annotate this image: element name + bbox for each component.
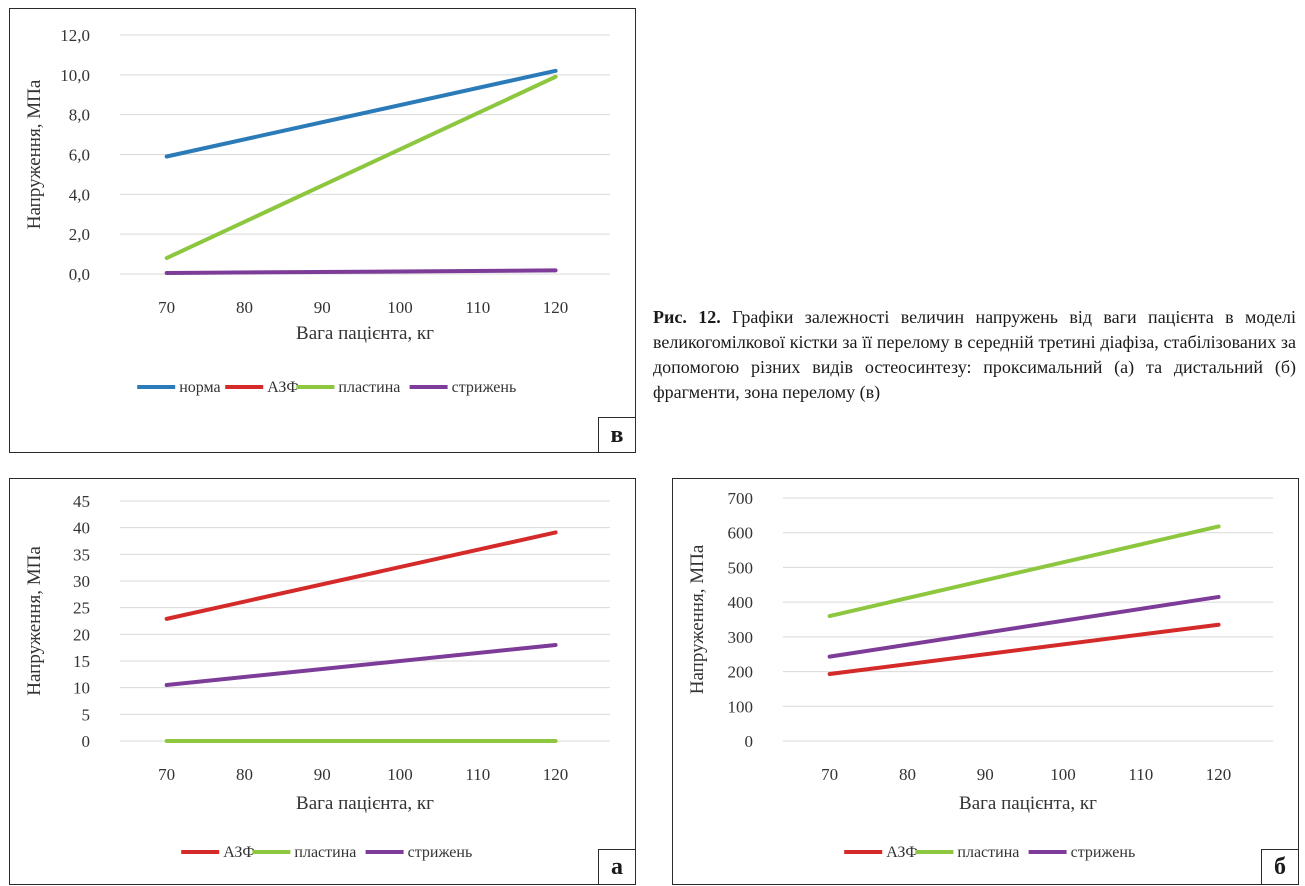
series-line-АЗФ <box>164 530 558 621</box>
y-tick-label: 0 <box>82 732 91 751</box>
y-tick-label: 0 <box>745 732 754 751</box>
y-tick-label: 8,0 <box>69 106 90 125</box>
x-tick-label: 110 <box>1128 765 1153 784</box>
x-tick-label: 120 <box>543 765 569 784</box>
x-tick-label: 90 <box>314 298 331 317</box>
y-tick-label: 4,0 <box>69 185 90 204</box>
y-tick-label: 100 <box>728 697 754 716</box>
chart-panel-a: 0 5 10 15 20 25 30 35 40 45 70 80 90 100 110 120 Вага па… <box>9 478 636 885</box>
x-tick-label: 80 <box>236 765 253 784</box>
y-tick-label: 40 <box>73 519 90 538</box>
x-tick-label: 70 <box>158 298 175 317</box>
x-tick-label: 90 <box>977 765 994 784</box>
legend-label-пластина: пластина <box>338 379 400 396</box>
panel-label-a: а <box>598 849 636 885</box>
chart-panel-b: 0 100 200 300 400 500 600 700 70 80 90 100 110 120 Ваг… <box>672 478 1299 885</box>
x-tick-label: 80 <box>899 765 916 784</box>
x-tick-label: 110 <box>465 298 490 317</box>
x-tick-label: 80 <box>236 298 253 317</box>
y-tick-label: 6,0 <box>69 146 90 165</box>
y-tick-label: 700 <box>728 489 754 508</box>
series-line-стрижень <box>164 268 558 276</box>
series-line-норма <box>164 68 558 159</box>
y-tick-label: 200 <box>728 663 754 682</box>
panel-label-b: б <box>1261 849 1299 885</box>
y-tick-label: 300 <box>728 628 754 647</box>
legend-label-АЗФ: АЗФ <box>886 844 918 861</box>
y-tick-label: 500 <box>728 558 754 577</box>
series-line-АЗФ <box>827 622 1221 677</box>
series-line-пластина <box>827 524 1221 619</box>
x-tick-label: 100 <box>387 298 413 317</box>
y-tick-label: 15 <box>73 652 90 671</box>
x-tick-label: 70 <box>158 765 175 784</box>
x-axis-title: Вага пацієнта, кг <box>296 793 434 814</box>
panel-label-v: в <box>598 417 636 453</box>
legend-label-стрижень: стрижень <box>452 379 517 396</box>
caption-text: Графіки залежності величин напружень від… <box>653 307 1296 402</box>
x-tick-label: 70 <box>821 765 838 784</box>
legend-label-стрижень: стрижень <box>1071 844 1136 861</box>
legend-label-АЗФ: АЗФ <box>267 379 299 396</box>
y-tick-label: 35 <box>73 545 90 564</box>
x-tick-label: 110 <box>465 765 490 784</box>
y-tick-label: 10,0 <box>60 66 90 85</box>
y-tick-label: 20 <box>73 625 90 644</box>
chart-v-svg: 0,0 2,0 4,0 6,0 8,0 10,0 12,0 70 80 90 100 110 120 Ва… <box>24 26 610 396</box>
x-tick-label: 100 <box>1050 765 1076 784</box>
legend-label-стрижень: стрижень <box>408 844 473 861</box>
figure-caption: Рис. 12. Графіки залежності величин напр… <box>653 305 1296 405</box>
caption-label: Рис. 12. <box>653 307 721 327</box>
y-tick-label: 30 <box>73 572 90 591</box>
y-tick-label: 0,0 <box>69 265 90 284</box>
chart-panel-v: 0,0 2,0 4,0 6,0 8,0 10,0 12,0 70 80 90 100 110 120 Ва… <box>9 8 636 453</box>
y-tick-label: 12,0 <box>60 26 90 45</box>
y-tick-label: 25 <box>73 599 90 618</box>
y-axis-title: Напруження, МПа <box>687 544 708 694</box>
x-tick-label: 90 <box>314 765 331 784</box>
chart-b-svg: 0 100 200 300 400 500 600 700 70 80 90 100 110 120 Ваг… <box>687 489 1273 861</box>
legend-label-пластина: пластина <box>957 844 1019 861</box>
y-tick-label: 10 <box>73 679 90 698</box>
y-tick-label: 600 <box>728 524 754 543</box>
legend-label-АЗФ: АЗФ <box>223 844 255 861</box>
chart-a-svg: 0 5 10 15 20 25 30 35 40 45 70 80 90 100 110 120 Вага па… <box>24 492 610 861</box>
y-axis-title: Напруження, МПа <box>24 79 45 229</box>
x-axis-title: Вага пацієнта, кг <box>296 323 434 344</box>
y-axis-title: Напруження, МПа <box>24 546 45 696</box>
y-tick-label: 2,0 <box>69 225 90 244</box>
y-tick-label: 5 <box>82 705 91 724</box>
series-line-пластина <box>164 74 558 261</box>
series-line-стрижень <box>164 643 558 687</box>
x-tick-label: 100 <box>387 765 413 784</box>
y-tick-label: 400 <box>728 593 754 612</box>
x-tick-label: 120 <box>543 298 569 317</box>
legend-label-пластина: пластина <box>294 844 356 861</box>
series-line-стрижень <box>827 594 1221 659</box>
y-tick-label: 45 <box>73 492 90 511</box>
x-tick-label: 120 <box>1206 765 1232 784</box>
legend-label-норма: норма <box>179 379 220 396</box>
x-axis-title: Вага пацієнта, кг <box>959 793 1097 814</box>
